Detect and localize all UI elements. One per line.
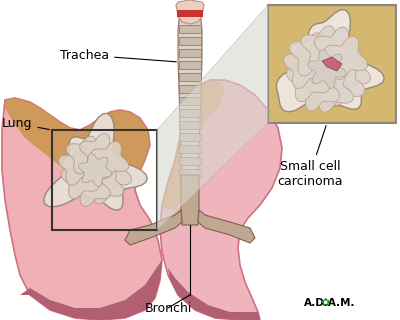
- Polygon shape: [58, 148, 96, 185]
- Polygon shape: [179, 37, 201, 45]
- Polygon shape: [94, 155, 132, 192]
- Polygon shape: [310, 69, 353, 112]
- Polygon shape: [179, 145, 201, 153]
- Polygon shape: [289, 33, 332, 76]
- Polygon shape: [179, 97, 201, 105]
- Polygon shape: [125, 210, 182, 245]
- Polygon shape: [177, 10, 203, 17]
- Polygon shape: [301, 26, 344, 69]
- Polygon shape: [179, 85, 201, 93]
- Polygon shape: [179, 169, 201, 177]
- Bar: [52, 130, 157, 230]
- Polygon shape: [20, 260, 162, 320]
- Text: Small cell
carcinoma: Small cell carcinoma: [277, 126, 343, 188]
- Polygon shape: [162, 80, 225, 210]
- Bar: [268, 5, 396, 123]
- Polygon shape: [179, 109, 201, 117]
- Polygon shape: [66, 136, 104, 174]
- Polygon shape: [80, 133, 118, 171]
- Polygon shape: [327, 50, 370, 93]
- Polygon shape: [179, 121, 201, 129]
- Polygon shape: [78, 154, 112, 187]
- Polygon shape: [179, 73, 201, 81]
- Polygon shape: [2, 98, 162, 320]
- Polygon shape: [324, 36, 368, 79]
- Text: A.D.A.M.: A.D.A.M.: [304, 298, 355, 308]
- Polygon shape: [276, 10, 384, 112]
- Polygon shape: [322, 62, 365, 105]
- Polygon shape: [178, 10, 202, 175]
- Text: Bronchi: Bronchi: [144, 302, 192, 315]
- Text: Lung: Lung: [2, 117, 49, 130]
- Polygon shape: [181, 175, 199, 225]
- Text: ✿: ✿: [320, 298, 329, 308]
- Polygon shape: [157, 5, 268, 230]
- Polygon shape: [160, 80, 282, 320]
- Polygon shape: [179, 61, 201, 69]
- Text: Trachea: Trachea: [60, 49, 176, 62]
- Polygon shape: [284, 45, 327, 88]
- Polygon shape: [179, 49, 201, 57]
- Polygon shape: [44, 113, 147, 210]
- Polygon shape: [61, 161, 99, 199]
- Polygon shape: [296, 68, 340, 111]
- Polygon shape: [286, 59, 330, 102]
- Polygon shape: [179, 133, 201, 141]
- Polygon shape: [72, 169, 110, 206]
- Polygon shape: [198, 210, 255, 243]
- Polygon shape: [179, 157, 201, 165]
- Polygon shape: [308, 50, 346, 88]
- Polygon shape: [5, 98, 150, 190]
- Polygon shape: [322, 57, 342, 71]
- Polygon shape: [179, 25, 201, 33]
- Polygon shape: [91, 141, 129, 179]
- Polygon shape: [86, 166, 124, 204]
- Polygon shape: [168, 268, 260, 320]
- Polygon shape: [176, 0, 204, 24]
- Polygon shape: [314, 27, 358, 70]
